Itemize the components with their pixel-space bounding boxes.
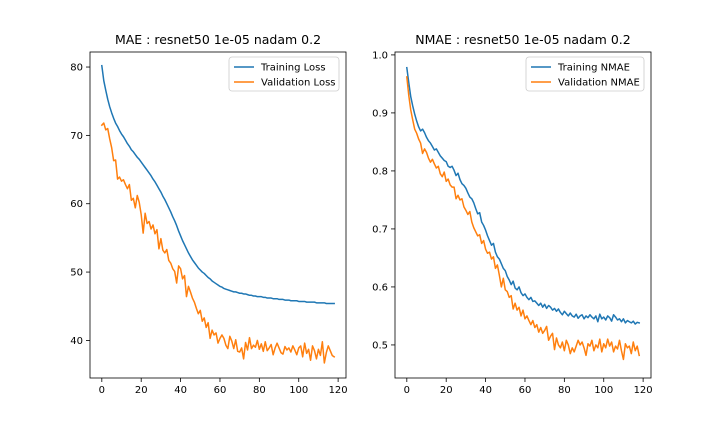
nmae-legend-box [525, 56, 645, 92]
nmae-x-tick-label: 120 [634, 385, 653, 396]
mae-series-line-training [100, 64, 335, 305]
nmae-x-tick-label: 60 [519, 385, 532, 396]
nmae-chart-title: NMAE : resnet50 1e-05 nadam 0.2 [415, 32, 630, 47]
nmae-y-tick-label: 1.0 [372, 50, 388, 61]
nmae-x-tick-label: 80 [558, 385, 571, 396]
mae-x-tick-label: 0 [99, 385, 105, 396]
mae-x-tick-label: 80 [253, 385, 266, 396]
mae-subplot: MAE : resnet50 1e-05 nadam 0.2 0 20 40 60 80… [70, 32, 347, 396]
nmae-x-tick-label: 40 [479, 385, 492, 396]
mae-axes-frame [89, 51, 347, 379]
mae-legend-label-validation: Validation Loss [261, 78, 336, 89]
mae-x-tick-label: 20 [135, 385, 148, 396]
mae-y-tick-label: 70 [70, 131, 83, 142]
mae-y-tick-label: 50 [70, 268, 83, 279]
nmae-x-tick-label: 100 [594, 385, 613, 396]
nmae-series-line-validation [405, 76, 641, 361]
nmae-legend: Training NMAE Validation NMAE [525, 56, 645, 92]
mae-y-axis: 40 50 60 70 80 [70, 63, 90, 347]
nmae-axes-frame [394, 51, 652, 379]
nmae-x-tick-label: 20 [440, 385, 453, 396]
nmae-legend-label-training: Training NMAE [557, 63, 630, 74]
mae-x-tick-label: 60 [214, 385, 227, 396]
mae-y-tick-label: 40 [70, 336, 83, 347]
nmae-x-axis: 0 20 40 60 80 100 120 [404, 378, 653, 396]
nmae-legend-label-validation: Validation NMAE [558, 78, 640, 89]
mae-x-tick-label: 100 [289, 385, 308, 396]
nmae-y-tick-label: 0.8 [372, 166, 388, 177]
mae-legend-box [228, 56, 340, 92]
nmae-subplot: NMAE : resnet50 1e-05 nadam 0.2 0 20 40 60 8… [372, 32, 653, 396]
mae-chart-title: MAE : resnet50 1e-05 nadam 0.2 [115, 32, 321, 47]
mae-series-line-validation [100, 122, 336, 364]
mae-y-tick-label: 80 [70, 63, 83, 74]
nmae-y-tick-label: 0.5 [372, 340, 388, 351]
nmae-y-tick-label: 0.9 [372, 108, 388, 119]
nmae-y-axis: 0.5 0.6 0.7 0.8 0.9 1.0 [372, 50, 395, 351]
mae-y-tick-label: 60 [70, 199, 83, 210]
mae-x-tick-label: 40 [174, 385, 187, 396]
mae-x-tick-label: 120 [329, 385, 348, 396]
nmae-plot-area [394, 51, 652, 379]
nmae-x-tick-label: 0 [404, 385, 410, 396]
nmae-y-tick-label: 0.7 [372, 224, 388, 235]
mae-plot-area [89, 51, 347, 379]
mae-legend: Training Loss Validation Loss [228, 56, 340, 92]
mae-legend-label-training: Training Loss [260, 63, 326, 74]
nmae-y-tick-label: 0.6 [372, 282, 388, 293]
mae-x-axis: 0 20 40 60 80 100 120 [99, 378, 348, 396]
nmae-series-line-training [405, 66, 641, 325]
